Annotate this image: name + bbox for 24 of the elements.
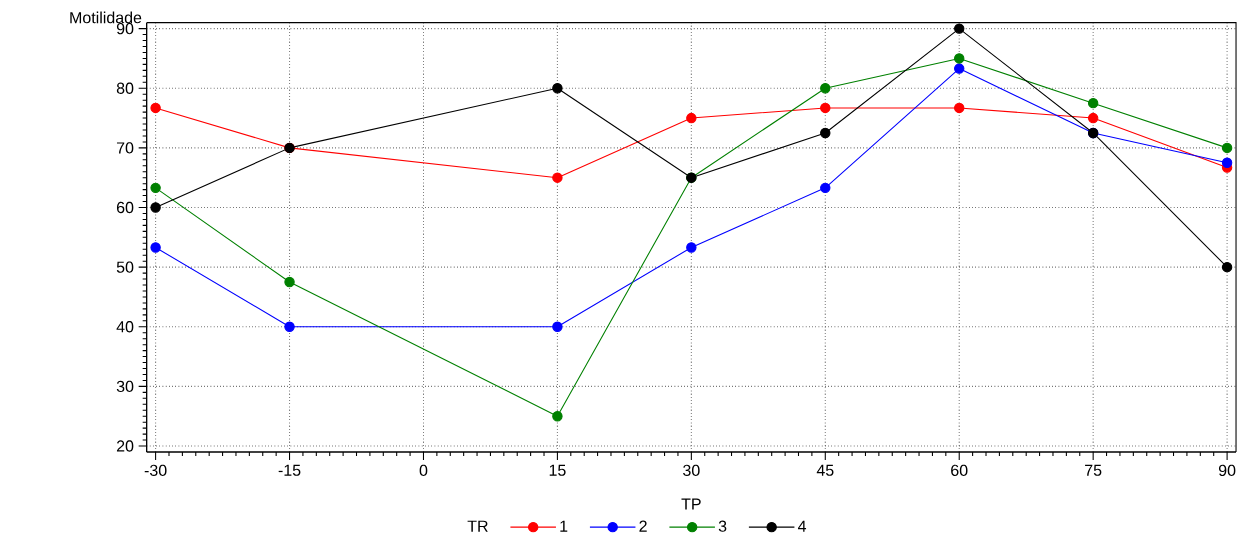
x-tick-label: 30 (683, 464, 700, 476)
legend-label: 2 (639, 520, 647, 532)
y-tick-label: 50 (116, 261, 134, 273)
x-tick-label: 75 (1085, 464, 1102, 476)
x-tick-label: 90 (1218, 464, 1236, 476)
x-tick-label: 60 (951, 464, 968, 476)
legend-label: 1 (560, 520, 568, 532)
y-tick-label: 90 (116, 22, 134, 35)
x-tick-label: -30 (144, 464, 167, 476)
x-tick-label: 15 (549, 464, 566, 476)
y-tick-label: 60 (116, 201, 134, 214)
x-tick-label: 45 (816, 464, 834, 476)
legend-label: 4 (798, 520, 807, 532)
y-tick-label: 30 (116, 380, 134, 392)
y-tick-label: 20 (116, 440, 134, 452)
y-tick-label: 80 (116, 82, 134, 94)
x-axis-title: TP (681, 498, 701, 510)
legend-title: TR (467, 520, 488, 532)
y-tick-label: 40 (116, 320, 134, 333)
x-tick-label: -15 (278, 464, 301, 476)
legend-label: 3 (718, 520, 727, 532)
y-axis-title: Motilidade (70, 11, 142, 24)
y-tick-label: 70 (116, 142, 134, 154)
x-tick-label: 0 (419, 464, 428, 476)
